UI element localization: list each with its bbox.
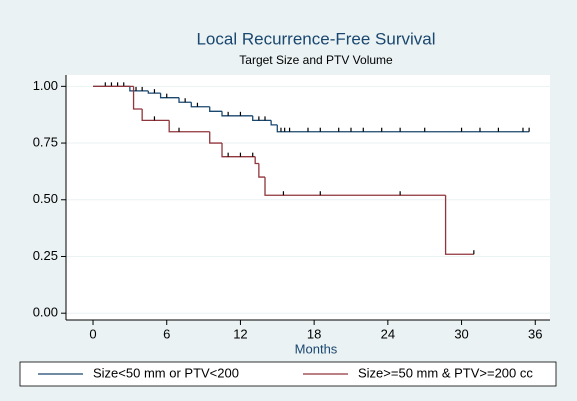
survival-step	[270, 120, 278, 126]
legend	[19, 361, 557, 387]
survival-step	[209, 106, 223, 112]
survival-step	[254, 156, 259, 165]
x-tick-label: 36	[528, 326, 542, 341]
survival-step	[221, 111, 253, 117]
y-tick-label: 0.50	[33, 191, 58, 206]
legend-label: Size>=50 mm & PTV>=200 cc	[358, 365, 533, 380]
survival-step	[168, 120, 210, 133]
survival-step	[147, 90, 161, 94]
x-tick-label: 18	[307, 326, 321, 341]
chart-subtitle: Target Size and PTV Volume	[239, 53, 393, 67]
survival-step	[209, 131, 223, 144]
survival-step	[159, 93, 180, 99]
survival-step	[221, 143, 256, 158]
x-axis-label: Months	[295, 341, 338, 356]
x-tick-label: 0	[89, 326, 96, 341]
x-tick-label: 6	[163, 326, 170, 341]
y-tick-label: 0.75	[33, 134, 58, 149]
x-tick-label: 30	[454, 326, 468, 341]
chart-title: Local Recurrence-Free Survival	[196, 29, 435, 48]
y-tick-label: 0.25	[33, 248, 58, 263]
plot-area	[66, 75, 550, 320]
survival-step	[132, 86, 143, 110]
survival-step	[190, 102, 210, 108]
y-tick-label: 1.00	[33, 78, 58, 93]
x-tick-label: 12	[233, 326, 247, 341]
y-tick-label: 0.00	[33, 305, 58, 320]
survival-step	[141, 109, 170, 122]
survival-step	[258, 163, 266, 178]
legend-label: Size<50 mm or PTV<200	[93, 365, 239, 380]
survival-step	[276, 124, 530, 133]
survival-step	[444, 195, 474, 255]
survival-step	[264, 177, 446, 196]
survival-step	[178, 97, 192, 103]
x-tick-label: 24	[381, 326, 395, 341]
